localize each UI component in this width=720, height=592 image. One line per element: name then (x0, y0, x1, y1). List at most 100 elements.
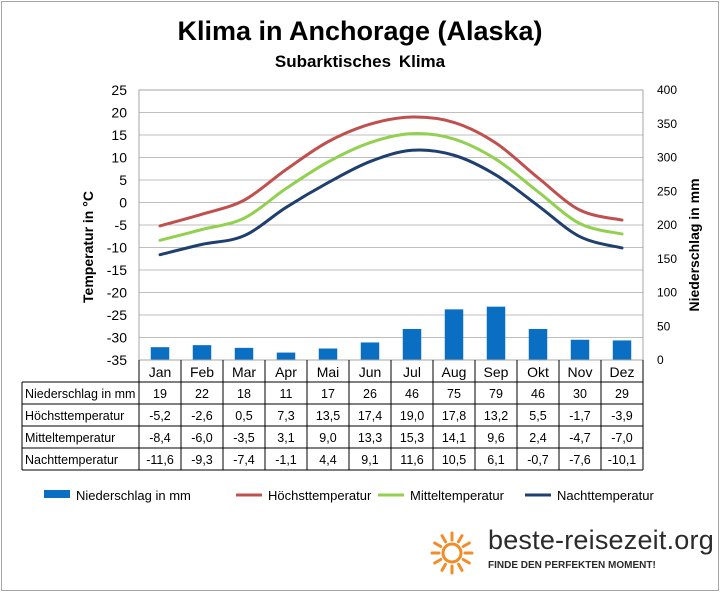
site-logo[interactable]: beste-reisezeit.org FINDE DEN PERFEKTEN … (430, 525, 720, 585)
table-cell: 15,3 (400, 431, 424, 445)
temperature-lines (158, 115, 624, 257)
table-cell: 4,4 (319, 453, 336, 467)
precipitation-bar (528, 328, 548, 360)
table-cell: 14,1 (442, 431, 466, 445)
legend-label: Höchsttemperatur (268, 488, 372, 503)
precipitation-bar (444, 309, 464, 360)
table-cell: -5,2 (149, 409, 171, 423)
y-left-tick-label: -15 (107, 262, 127, 278)
chart-axes: -35-30-25-20-15-10-505101520250501001502… (80, 82, 702, 368)
table-cell: 9,6 (487, 431, 504, 445)
x-tick-label: Apr (275, 364, 297, 380)
table-cell: 17,4 (358, 409, 382, 423)
sun-ray (457, 534, 464, 544)
table-cell: -1,1 (275, 453, 297, 467)
table-cell: -11,6 (146, 453, 174, 467)
y-right-tick-label: 150 (657, 252, 677, 266)
y-left-tick-label: -25 (107, 307, 127, 323)
legend-label: Niederschlag in mm (76, 488, 191, 503)
precipitation-bar (360, 342, 380, 360)
table-cell: -4,7 (569, 431, 591, 445)
x-tick-label: Okt (527, 364, 549, 380)
table-cell: -7,0 (611, 431, 633, 445)
precipitation-bar (402, 328, 422, 360)
y-left-tick-label: 10 (111, 150, 127, 166)
table-cell: 79 (489, 387, 503, 401)
y-left-tick-label: 20 (111, 105, 127, 121)
precipitation-bars (150, 306, 632, 360)
precipitation-bar (486, 306, 506, 360)
y-right-tick-label: 50 (657, 319, 671, 333)
table-cell: 11,6 (400, 453, 423, 467)
y-right-axis-title: Niederschlag in mm (686, 178, 702, 311)
table-cell: 26 (363, 387, 377, 401)
table-cell: 13,5 (316, 409, 340, 423)
table-cell: 17 (321, 387, 335, 401)
table-cell: 10,5 (442, 453, 466, 467)
x-tick-label: Jun (359, 364, 382, 380)
sun-disc (441, 542, 463, 564)
table-cell: 9,1 (361, 453, 378, 467)
table-cell: 13,2 (484, 409, 508, 423)
precipitation-bar (318, 348, 338, 360)
table-cell: -7,6 (569, 453, 591, 467)
precipitation-bar (234, 347, 254, 360)
y-left-tick-label: -10 (107, 240, 127, 256)
y-right-tick-label: 350 (657, 117, 677, 131)
y-left-axis-title: Temperatur in °C (80, 191, 96, 303)
x-tick-label: Mai (317, 364, 340, 380)
table-cell: 30 (573, 387, 587, 401)
table-row-label: Nachttemperatur (25, 453, 118, 467)
table-row-label: Mitteltemperatur (25, 431, 115, 445)
precipitation-bar (150, 347, 170, 360)
y-left-tick-label: -35 (107, 352, 127, 368)
y-right-tick-label: 0 (657, 353, 664, 367)
sun-ray (440, 562, 447, 572)
table-cell: -2,6 (191, 409, 213, 423)
x-tick-label: Sep (484, 364, 509, 380)
table-cell: -3,5 (233, 431, 255, 445)
y-right-tick-label: 100 (657, 286, 677, 300)
sun-ray (440, 534, 447, 544)
precipitation-bar (192, 345, 212, 360)
x-tick-label: Aug (442, 364, 467, 380)
sun-ray (457, 562, 464, 572)
table-cell: -1,7 (569, 409, 591, 423)
legend-label: Nachttemperatur (557, 488, 654, 503)
y-right-tick-label: 400 (657, 83, 677, 97)
table-cell: -6,0 (191, 431, 213, 445)
sun-icon (430, 531, 474, 575)
chart-subtitle: Subarktisches Klima (274, 52, 446, 71)
table-cell: -10,1 (608, 453, 637, 467)
table-cell: 2,4 (529, 431, 546, 445)
precipitation-bar (612, 340, 632, 360)
table-cell: 19 (153, 387, 167, 401)
y-left-tick-label: -5 (115, 217, 128, 233)
logo-tagline: FINDE DEN PERFEKTEN MOMENT! (488, 560, 656, 571)
table-cell: 22 (195, 387, 209, 401)
table-cell: 7,3 (277, 409, 294, 423)
table-cell: -8,4 (149, 431, 171, 445)
table-cell: 17,8 (442, 409, 466, 423)
y-right-tick-label: 200 (657, 218, 677, 232)
data-table: Jan Feb Mar Apr Mai Jun Jul Aug Sep Okt Nov Dez Nied… (21, 360, 644, 471)
sun-ray (461, 558, 471, 565)
series-line (158, 132, 624, 242)
y-left-tick-label: 5 (119, 172, 127, 188)
table-cell: 11 (280, 387, 293, 401)
table-cell: -7,4 (233, 453, 255, 467)
table-cell: 9,0 (319, 431, 336, 445)
logo-text: beste-reisezeit.org (488, 525, 714, 555)
y-right-tick-label: 250 (657, 184, 677, 198)
table-cell: 46 (531, 387, 545, 401)
chart-grid (139, 89, 643, 361)
table-cell: -0,7 (527, 453, 549, 467)
table-cell: 5,5 (529, 409, 546, 423)
y-left-tick-label: -30 (107, 330, 127, 346)
table-cell: 0,5 (235, 409, 252, 423)
y-left-tick-label: 15 (111, 127, 127, 143)
x-tick-label: Jul (403, 364, 421, 380)
table-cell: 3,1 (277, 431, 294, 445)
x-tick-label: Dez (610, 364, 635, 380)
